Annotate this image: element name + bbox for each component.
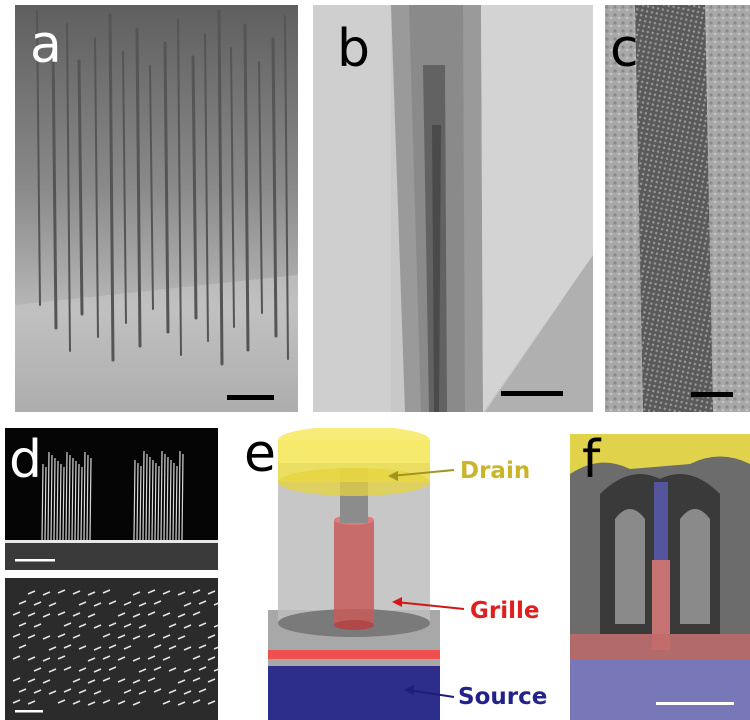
- gate-label: Grille: [470, 598, 540, 624]
- drain-region: [570, 434, 750, 474]
- drain-label: Drain: [460, 458, 531, 484]
- panel-c-image: [605, 5, 750, 412]
- scale-bar: [15, 559, 55, 562]
- panel-d-bottom-sem-topview: [5, 578, 218, 720]
- scale-bar: [691, 392, 733, 397]
- panel-c-hrtem-lattice: c: [605, 5, 750, 412]
- gate-region: [652, 560, 670, 650]
- scale-bar: [656, 702, 734, 705]
- panel-label-a: a: [30, 15, 62, 75]
- panel-b-image: [313, 5, 593, 412]
- scale-bar: [15, 710, 43, 713]
- panel-label-f: f: [582, 434, 601, 490]
- panel-d-top-sem-bundles: d: [5, 428, 218, 570]
- panel-b-tem-nanowire: b: [313, 5, 593, 412]
- gate-cylinder: [334, 520, 374, 625]
- panel-f-image: [570, 434, 750, 720]
- panel-e-transistor-schematic: e Drain Grille Source: [228, 428, 578, 720]
- panel-label-d: d: [9, 430, 43, 490]
- panel-d-top-image: [5, 428, 218, 570]
- panel-f-sem-device-crosssection: f: [570, 434, 750, 720]
- source-layer: [268, 666, 440, 720]
- panel-d-bottom-image: [5, 578, 218, 720]
- source-label: Source: [458, 684, 548, 710]
- scale-bar: [227, 395, 274, 400]
- panel-label-c: c: [610, 19, 639, 79]
- panel-label-e: e: [244, 428, 276, 484]
- wire-top: [654, 482, 668, 560]
- panel-a-sem-nanowire-array: a: [15, 5, 298, 412]
- panel-a-image: [15, 5, 298, 412]
- scale-bar: [501, 391, 563, 396]
- panel-e-image: [228, 428, 578, 720]
- source-region: [570, 660, 750, 720]
- gate-layer: [268, 650, 440, 659]
- panel-label-b: b: [337, 19, 371, 79]
